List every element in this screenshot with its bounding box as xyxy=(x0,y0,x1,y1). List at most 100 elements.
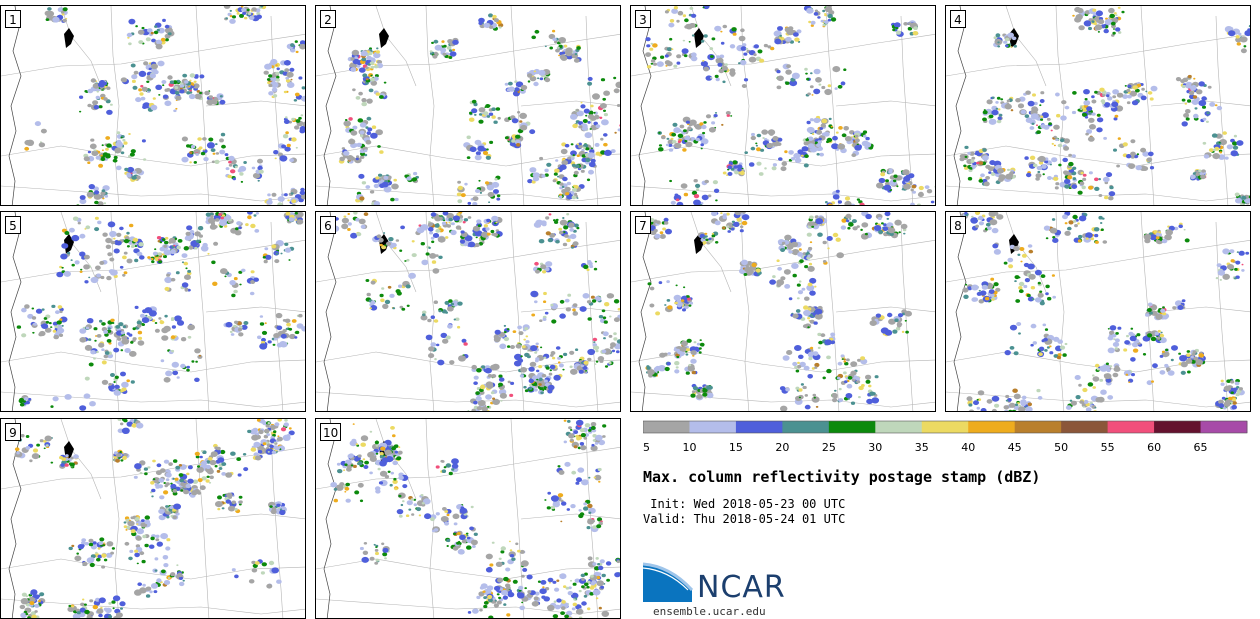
echo-cell xyxy=(118,322,124,327)
echo-cell xyxy=(259,322,265,326)
echo-cell xyxy=(585,114,588,117)
echo-cell xyxy=(871,397,880,404)
echo-cell xyxy=(164,314,168,318)
echo-cell xyxy=(934,185,935,188)
echo-cell xyxy=(722,215,727,220)
echo-cell xyxy=(514,87,520,92)
echo-cell xyxy=(44,327,52,333)
echo-cell xyxy=(1021,395,1027,400)
echo-cell xyxy=(1004,103,1012,110)
echo-cell xyxy=(1074,7,1081,12)
echo-cell xyxy=(837,200,842,204)
echo-cell xyxy=(296,323,304,329)
echo-cell xyxy=(888,170,893,174)
echo-cell xyxy=(917,192,924,198)
reflectivity-map xyxy=(1,419,305,618)
echo-cell xyxy=(813,396,816,399)
echo-cell xyxy=(981,284,988,290)
postage-stamp-9: 9 xyxy=(0,418,306,619)
echo-cell xyxy=(195,153,199,156)
echo-cell xyxy=(685,120,690,124)
echo-cell xyxy=(158,317,162,320)
echo-cell xyxy=(109,230,117,238)
panel-label: 6 xyxy=(320,216,336,234)
echo-cell xyxy=(820,333,826,338)
echo-cell xyxy=(344,119,348,121)
echo-cell xyxy=(359,130,365,135)
echo-cell xyxy=(558,37,566,44)
echo-cell xyxy=(794,345,802,351)
echo-cell xyxy=(1186,353,1191,357)
echo-cell xyxy=(360,134,364,138)
echo-cell xyxy=(375,176,380,180)
echo-cell xyxy=(751,262,757,268)
echo-cell xyxy=(843,371,847,375)
echo-cell xyxy=(1177,305,1184,310)
echo-cell xyxy=(895,30,902,35)
echo-cell xyxy=(865,136,870,141)
echo-cell xyxy=(684,139,688,143)
echo-cell xyxy=(763,43,768,48)
state-border xyxy=(375,212,417,293)
echo-cell xyxy=(806,126,815,134)
echo-cell xyxy=(601,349,607,354)
echo-cell xyxy=(103,202,107,205)
echo-cell xyxy=(804,404,811,410)
echo-cell xyxy=(802,324,808,329)
echo-cell xyxy=(821,118,828,124)
echo-cell xyxy=(1126,88,1131,93)
echo-cell xyxy=(1077,108,1081,112)
echo-cell xyxy=(1004,409,1009,411)
echo-cell xyxy=(126,173,132,178)
echo-cell xyxy=(527,179,533,184)
echo-cell xyxy=(202,137,207,141)
echo-cell xyxy=(41,323,49,329)
echo-cell xyxy=(930,200,935,204)
echo-cell xyxy=(1097,31,1100,33)
echo-cell xyxy=(1032,93,1036,97)
echo-cell xyxy=(524,352,530,357)
echo-cell xyxy=(1015,299,1021,303)
echo-cell xyxy=(1230,259,1235,263)
echo-cell xyxy=(87,150,91,154)
echo-cell xyxy=(459,239,466,244)
echo-cell xyxy=(990,119,994,122)
echo-cell xyxy=(897,313,904,318)
echo-cell xyxy=(562,51,566,55)
echo-cell xyxy=(1118,31,1122,34)
echo-cell xyxy=(1124,340,1130,345)
echo-cell xyxy=(22,400,27,403)
echo-cell xyxy=(1099,87,1105,92)
echo-cell xyxy=(164,88,169,92)
echo-cell xyxy=(452,48,456,52)
echo-cell xyxy=(878,229,884,234)
echo-cell xyxy=(540,391,544,395)
echo-cell xyxy=(991,96,995,99)
echo-cell xyxy=(820,123,826,128)
echo-cell xyxy=(100,275,105,280)
echo-cell xyxy=(180,84,185,88)
echo-cell xyxy=(266,199,273,205)
echo-cell xyxy=(184,274,191,280)
echo-cell xyxy=(559,313,566,319)
echo-cell xyxy=(421,259,429,266)
echo-cell xyxy=(391,183,399,190)
echo-cell xyxy=(706,392,714,399)
state-border xyxy=(1,239,305,283)
state-border xyxy=(1150,100,1250,107)
echo-cell xyxy=(1241,269,1245,272)
echo-cell xyxy=(1013,44,1017,48)
state-border xyxy=(510,6,525,205)
echo-cell xyxy=(714,74,719,78)
echo-cell xyxy=(692,386,699,391)
echo-cell xyxy=(441,309,447,314)
echo-cell xyxy=(179,89,185,94)
echo-cell xyxy=(755,142,758,145)
echo-cell xyxy=(552,37,557,41)
echo-cell xyxy=(158,260,163,264)
echo-cell xyxy=(428,246,431,249)
echo-cell xyxy=(1005,44,1009,48)
echo-cell xyxy=(257,165,263,171)
echo-cell xyxy=(869,320,877,326)
echo-cell xyxy=(291,137,297,142)
